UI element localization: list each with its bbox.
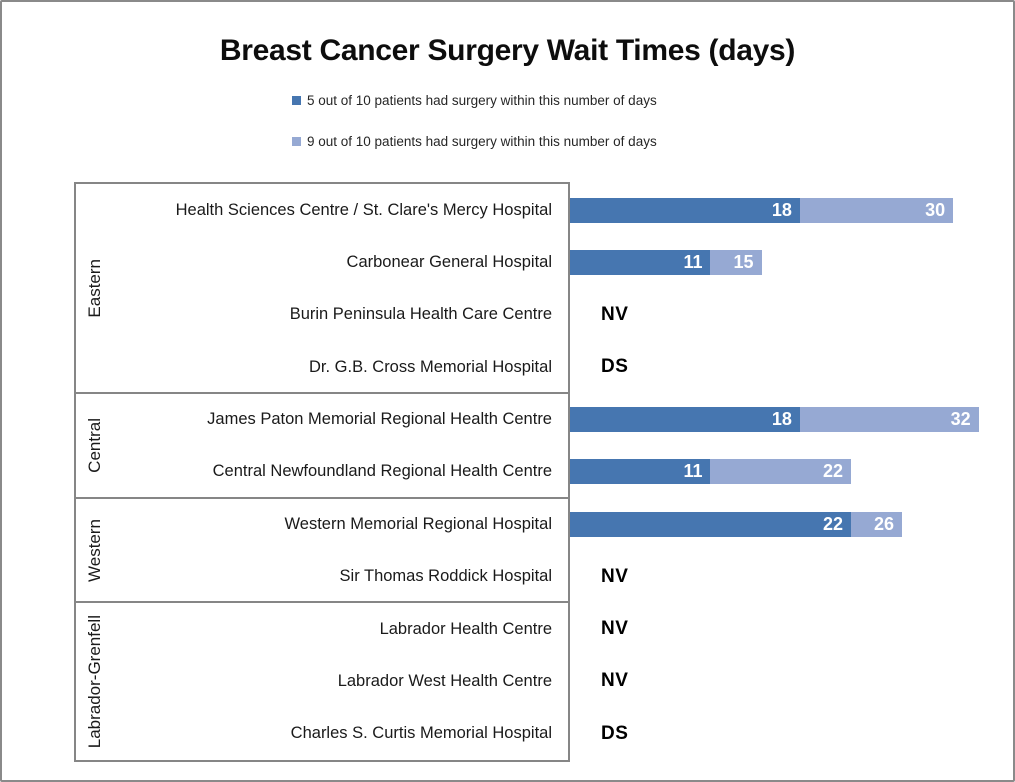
hospital-label: Labrador West Health Centre xyxy=(337,671,552,690)
hospital-label: Sir Thomas Roddick Hospital xyxy=(339,567,552,586)
region-label: Eastern xyxy=(85,258,104,318)
bar-value-50th: 18 xyxy=(771,199,792,220)
bar-value-90th: 22 xyxy=(822,461,843,482)
hospital-label: Charles S. Curtis Memorial Hospital xyxy=(290,724,552,743)
note-label-ds: DS xyxy=(601,722,629,744)
hospital-label: James Paton Memorial Regional Health Cen… xyxy=(207,410,552,429)
bar-row: NV xyxy=(570,603,1013,655)
bar-plot-area: 18 30 11 15 NV DS xyxy=(570,184,1013,760)
bar-value-90th: 26 xyxy=(874,513,895,534)
bar-value-50th: 18 xyxy=(771,409,792,430)
bar-segment-50th: 11 xyxy=(570,250,711,276)
legend-item-50th: 5 out of 10 patients had surgery within … xyxy=(292,93,657,108)
bar-value-90th: 32 xyxy=(950,409,971,430)
hospital-label: Labrador Health Centre xyxy=(379,619,552,638)
bar-segment-90th: 30 xyxy=(799,197,954,223)
bar-segment-90th: 15 xyxy=(710,250,762,276)
bar-segment-90th: 26 xyxy=(850,511,903,537)
hospital-label: Western Memorial Regional Hospital xyxy=(284,514,552,533)
bar-row: DS xyxy=(570,708,1013,760)
stacked-bar: 18 32 xyxy=(570,407,1013,433)
legend-label: 9 out of 10 patients had surgery within … xyxy=(307,134,657,149)
note-label-nv: NV xyxy=(601,670,629,692)
bar-row: 18 32 xyxy=(570,393,1013,445)
bar-segment-90th: 22 xyxy=(710,459,851,485)
group-separator xyxy=(76,497,568,499)
region-group-western: Western xyxy=(76,499,114,601)
group-separator xyxy=(76,392,568,394)
group-separator xyxy=(76,601,568,603)
stacked-bar: 11 15 xyxy=(570,250,1013,276)
legend-swatch-light-icon xyxy=(292,137,301,146)
hospital-labels: Health Sciences Centre / St. Clare's Mer… xyxy=(114,184,568,760)
bar-row: 18 30 xyxy=(570,184,1013,236)
bar-row: 22 26 xyxy=(570,498,1013,550)
bar-value-50th: 22 xyxy=(822,513,843,534)
region-label: Labrador-Grenfell xyxy=(85,614,104,749)
region-group-eastern: Eastern xyxy=(76,184,114,392)
category-axis-box: Eastern Central Western Labrador-Grenfel… xyxy=(74,182,570,762)
region-label: Western xyxy=(85,518,104,582)
hospital-label: Health Sciences Centre / St. Clare's Mer… xyxy=(175,200,552,219)
region-label: Central xyxy=(85,418,104,473)
note-label-nv: NV xyxy=(601,618,629,640)
bar-row: NV xyxy=(570,655,1013,707)
region-group-central: Central xyxy=(76,394,114,497)
bar-value-50th: 11 xyxy=(683,252,703,273)
legend-item-90th: 9 out of 10 patients had surgery within … xyxy=(292,134,657,149)
stacked-bar: 22 26 xyxy=(570,511,1013,537)
stacked-bar: 11 22 xyxy=(570,459,1013,485)
bar-value-90th: 15 xyxy=(733,252,754,273)
stacked-bar: 18 30 xyxy=(570,197,1013,223)
region-group-labrador-grenfell: Labrador-Grenfell xyxy=(76,603,114,760)
bar-row: NV xyxy=(570,289,1013,341)
hospital-label: Central Newfoundland Regional Health Cen… xyxy=(212,462,552,481)
note-label-nv: NV xyxy=(601,303,629,325)
bar-value-90th: 30 xyxy=(925,199,946,220)
hospital-label: Burin Peninsula Health Care Centre xyxy=(289,305,552,324)
bar-row: 11 15 xyxy=(570,236,1013,288)
legend-swatch-dark-icon xyxy=(292,96,301,105)
bar-segment-50th: 22 xyxy=(570,511,851,537)
bar-row: NV xyxy=(570,551,1013,603)
bar-row: DS xyxy=(570,341,1013,393)
bar-row: 11 22 xyxy=(570,446,1013,498)
legend: 5 out of 10 patients had surgery within … xyxy=(292,93,657,175)
bar-value-50th: 11 xyxy=(683,461,703,482)
hospital-label: Carbonear General Hospital xyxy=(346,253,552,272)
note-label-ds: DS xyxy=(601,356,629,378)
bar-segment-50th: 18 xyxy=(570,197,800,223)
bar-segment-50th: 11 xyxy=(570,459,711,485)
bar-segment-90th: 32 xyxy=(799,407,979,433)
bar-segment-50th: 18 xyxy=(570,407,800,433)
hospital-label: Dr. G.B. Cross Memorial Hospital xyxy=(309,357,552,376)
note-label-nv: NV xyxy=(601,565,629,587)
legend-label: 5 out of 10 patients had surgery within … xyxy=(307,93,657,108)
chart-title: Breast Cancer Surgery Wait Times (days) xyxy=(219,34,796,67)
